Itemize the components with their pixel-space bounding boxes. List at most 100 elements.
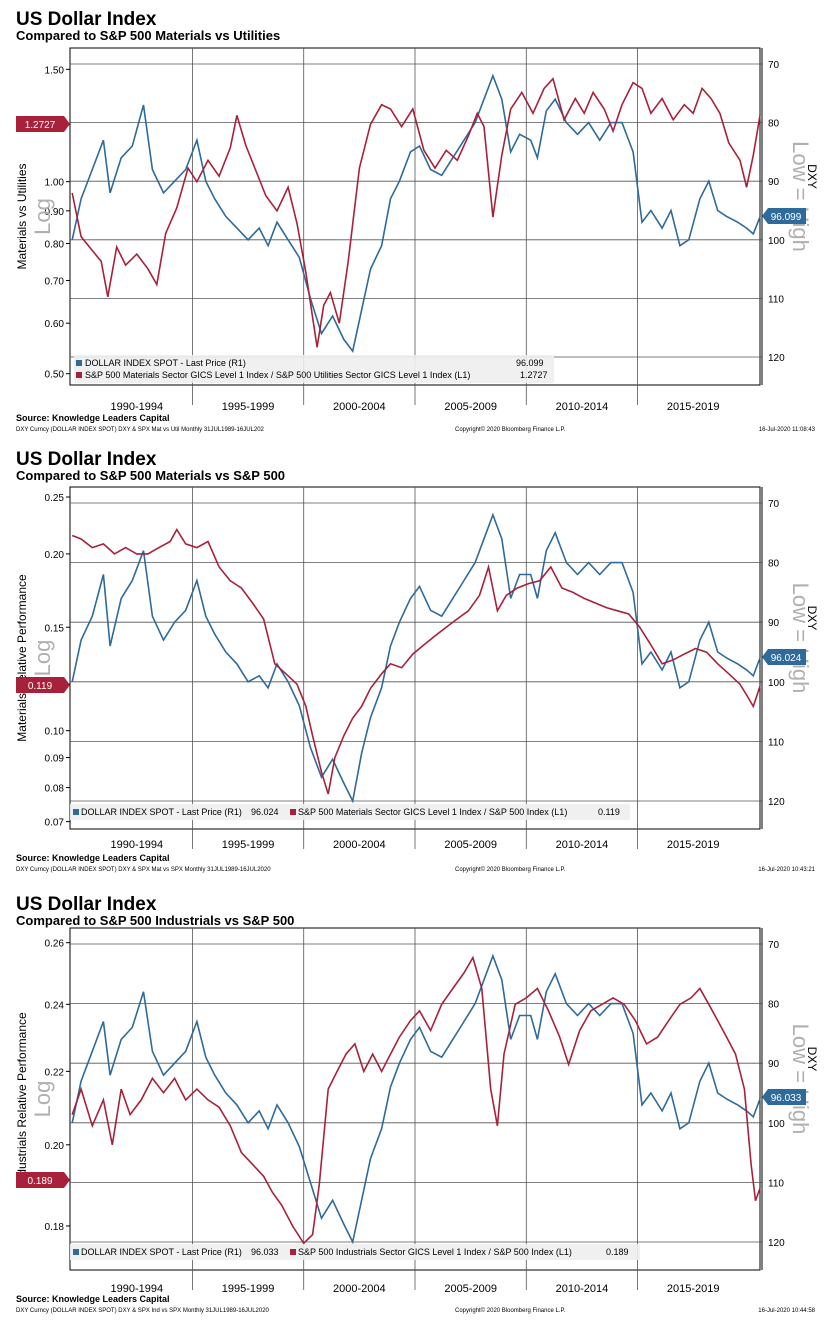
legend-value-dxy: 96.033 bbox=[251, 1247, 279, 1257]
ratio-last-tag bbox=[16, 116, 70, 132]
legend-label-dxy: DOLLAR INDEX SPOT - Last Price (R1) bbox=[85, 358, 246, 368]
legend-swatch-ratio bbox=[290, 1249, 296, 1255]
left-tick-label: 0.24 bbox=[45, 1000, 65, 1011]
right-tick-label: 100 bbox=[768, 236, 785, 247]
legend-box bbox=[74, 355, 554, 383]
legend: DOLLAR INDEX SPOT - Last Price (R1) 96.02… bbox=[70, 804, 630, 820]
left-axis-title: Industrials Relative Performance bbox=[15, 1012, 29, 1186]
footer-left: DXY Curncy (DOLLAR INDEX SPOT) DXY & SPX… bbox=[16, 867, 271, 873]
x-tick-label: 2015-2019 bbox=[667, 1283, 720, 1295]
x-tick-label: 1990-1994 bbox=[110, 839, 163, 851]
x-tick-label: 2010-2014 bbox=[556, 1283, 609, 1295]
left-tick-label: 0.25 bbox=[45, 493, 65, 504]
footer-copyright: Copyright© 2020 Bloomberg Finance L.P. bbox=[455, 1307, 566, 1314]
legend-box bbox=[70, 1244, 640, 1260]
right-axis-title: DXY bbox=[805, 164, 819, 189]
left-axis-title: Materials Relative Performance bbox=[15, 574, 29, 742]
dxy-last-label: 96.033 bbox=[771, 1093, 802, 1104]
chart-subtitle: Compared to S&P 500 Materials vs S&P 500 bbox=[16, 468, 285, 483]
legend-value-ratio: 0.189 bbox=[606, 1247, 629, 1257]
x-tick-label: 1995-1999 bbox=[222, 401, 275, 413]
dxy-series-line bbox=[71, 512, 761, 804]
x-tick-label: 2005-2009 bbox=[444, 839, 497, 851]
left-tick-label: 0.09 bbox=[45, 754, 65, 765]
legend-swatch-dxy bbox=[76, 360, 82, 366]
low-high-watermark: Low = High bbox=[788, 1024, 813, 1135]
x-tick-label: 2000-2004 bbox=[333, 839, 386, 851]
right-tick-label: 70 bbox=[768, 940, 780, 951]
right-tick-label: 80 bbox=[768, 1000, 780, 1011]
x-tick-label: 2010-2014 bbox=[556, 401, 609, 413]
x-tick-label: 1990-1994 bbox=[110, 1283, 163, 1295]
ratio-series-line bbox=[71, 955, 761, 1245]
ratio-last-label: 0.189 bbox=[27, 1176, 52, 1187]
footer-copyright: Copyright© 2020 Bloomberg Finance L.P. bbox=[455, 426, 566, 433]
left-tick-label: 0.10 bbox=[45, 727, 65, 738]
legend-label-dxy: DOLLAR INDEX SPOT - Last Price (R1) bbox=[81, 807, 242, 817]
legend: DOLLAR INDEX SPOT - Last Price (R1) 96.09… bbox=[74, 355, 554, 383]
legend-value-dxy: 96.024 bbox=[251, 807, 279, 817]
left-tick-label: 0.26 bbox=[45, 939, 65, 950]
x-tick-label: 2015-2019 bbox=[667, 401, 720, 413]
log-watermark: Log bbox=[30, 640, 55, 677]
footer-left: DXY Curncy (DOLLAR INDEX SPOT) DXY & SPX… bbox=[16, 427, 265, 433]
ratio-last-label: 1.2727 bbox=[25, 120, 56, 131]
right-tick-label: 80 bbox=[768, 559, 780, 570]
right-tick-label: 80 bbox=[768, 119, 780, 130]
dxy-last-label: 96.024 bbox=[771, 653, 802, 664]
left-tick-label: 0.50 bbox=[45, 370, 65, 381]
x-tick-label: 1990-1994 bbox=[110, 401, 163, 413]
dxy-last-label: 96.099 bbox=[771, 212, 802, 223]
right-tick-label: 100 bbox=[768, 1119, 785, 1130]
legend-value-ratio: 0.119 bbox=[598, 807, 620, 817]
left-tick-label: 0.80 bbox=[45, 239, 65, 250]
x-tick-label: 2000-2004 bbox=[333, 401, 386, 413]
right-tick-label: 120 bbox=[768, 797, 785, 808]
right-tick-label: 120 bbox=[768, 1238, 785, 1249]
right-tick-label: 110 bbox=[768, 1178, 784, 1189]
right-tick-label: 110 bbox=[768, 294, 784, 305]
chart-title: US Dollar Index bbox=[16, 894, 157, 915]
ratio-series-line bbox=[71, 77, 761, 348]
left-tick-label: 1.50 bbox=[45, 65, 65, 76]
chart-subtitle: Compared to S&P 500 Materials vs Utiliti… bbox=[16, 28, 280, 43]
footer-timestamp: 16-Jul-2020 10:43:21 bbox=[758, 867, 815, 873]
left-tick-label: 0.22 bbox=[45, 1067, 65, 1078]
right-axis-title: DXY bbox=[805, 606, 819, 631]
left-tick-label: 0.20 bbox=[45, 1141, 65, 1152]
legend-label-dxy: DOLLAR INDEX SPOT - Last Price (R1) bbox=[81, 1247, 242, 1257]
log-watermark: Log bbox=[30, 198, 55, 235]
right-tick-label: 70 bbox=[768, 60, 780, 71]
ratio-last-label: 0.119 bbox=[28, 681, 53, 692]
right-tick-label: 120 bbox=[768, 353, 785, 364]
right-tick-label: 90 bbox=[768, 618, 780, 629]
right-tick-label: 90 bbox=[768, 177, 780, 188]
legend: DOLLAR INDEX SPOT - Last Price (R1) 96.03… bbox=[70, 1244, 640, 1260]
legend-swatch-dxy bbox=[73, 809, 79, 815]
log-watermark: Log bbox=[30, 1081, 55, 1118]
left-tick-label: 0.15 bbox=[45, 623, 65, 634]
right-axis-title: DXY bbox=[805, 1047, 819, 1072]
legend-label-ratio: S&P 500 Industrials Sector GICS Level 1 … bbox=[298, 1247, 572, 1257]
right-tick-label: 90 bbox=[768, 1059, 780, 1070]
right-tick-label: 100 bbox=[768, 678, 785, 689]
dxy-series-line bbox=[71, 73, 761, 353]
legend-label-ratio: S&P 500 Materials Sector GICS Level 1 In… bbox=[85, 370, 470, 380]
source-note: Source: Knowledge Leaders Capital bbox=[16, 413, 170, 423]
footer-left: DXY Curncy (DOLLAR INDEX SPOT) DXY & SPX… bbox=[16, 1308, 270, 1314]
x-tick-label: 2015-2019 bbox=[667, 839, 720, 851]
legend-label-ratio: S&P 500 Materials Sector GICS Level 1 In… bbox=[298, 807, 567, 817]
footer-timestamp: 16-Jul-2020 10:44:58 bbox=[758, 1308, 815, 1314]
dxy-last-tag bbox=[762, 1089, 806, 1105]
x-tick-label: 1995-1999 bbox=[222, 839, 275, 851]
left-tick-label: 0.60 bbox=[45, 319, 65, 330]
x-tick-label: 2010-2014 bbox=[556, 839, 609, 851]
legend-swatch-ratio bbox=[290, 809, 296, 815]
chart-title: US Dollar Index bbox=[16, 449, 157, 470]
chart-subtitle: Compared to S&P 500 Industrials vs S&P 5… bbox=[16, 913, 294, 928]
low-high-watermark: Low = High bbox=[788, 583, 813, 694]
legend-value-dxy: 96.099 bbox=[516, 358, 544, 368]
legend-value-ratio: 1.2727 bbox=[520, 370, 548, 380]
